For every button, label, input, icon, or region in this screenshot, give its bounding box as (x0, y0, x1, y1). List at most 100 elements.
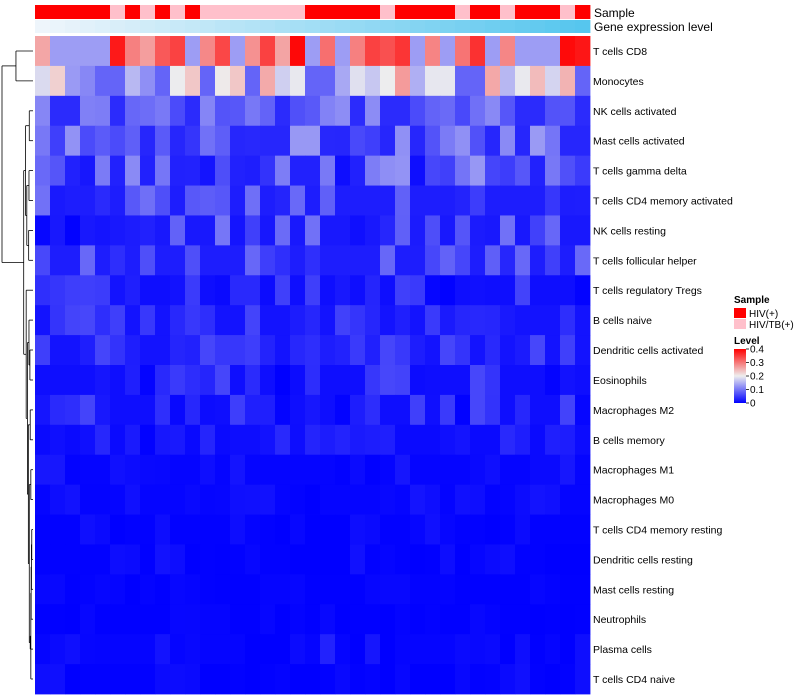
heatmap-cell (50, 365, 66, 396)
heatmap-cell (95, 155, 111, 186)
heatmap-cell (215, 36, 231, 67)
gene-expression-annotation-cell (470, 20, 486, 33)
heatmap-cell (380, 305, 396, 336)
heatmap-cell (305, 424, 321, 456)
heatmap-cell (140, 125, 156, 157)
heatmap-cell (200, 454, 216, 486)
heatmap-cell (365, 365, 381, 396)
heatmap-cell (275, 305, 291, 336)
heatmap-cell (395, 394, 411, 426)
heatmap-cell (425, 514, 441, 545)
heatmap-cell (95, 365, 111, 396)
sample-annotation-cell (365, 5, 381, 19)
heatmap-cell (275, 424, 291, 456)
heatmap-cell (95, 335, 111, 366)
heatmap-cell (50, 95, 66, 127)
heatmap-cell (260, 305, 276, 336)
heatmap-cell (260, 36, 276, 67)
heatmap-cell (575, 424, 591, 456)
heatmap-cell (50, 454, 66, 486)
heatmap-cell (80, 65, 96, 97)
heatmap-cell (500, 664, 516, 695)
heatmap-cell (530, 664, 546, 695)
sample-annotation-cell (500, 5, 516, 19)
heatmap-cell (515, 185, 531, 216)
heatmap-cell (365, 275, 381, 306)
heatmap-cell (365, 484, 381, 515)
heatmap-cell (545, 394, 561, 426)
heatmap-cell (155, 634, 171, 665)
heatmap-cell (365, 574, 381, 605)
heatmap-cell (110, 36, 126, 67)
gene-expression-annotation-cell (275, 20, 291, 33)
heatmap-cell (35, 604, 51, 635)
heatmap-cell (485, 394, 501, 426)
heatmap-cell (65, 215, 81, 246)
heatmap-cell (380, 365, 396, 396)
heatmap-cell (200, 544, 216, 575)
heatmap-cell (560, 604, 576, 635)
heatmap-cell (125, 514, 141, 545)
heatmap-cell (80, 424, 96, 456)
gene-expression-annotation-cell (245, 20, 261, 33)
heatmap-cell (365, 155, 381, 186)
heatmap-cell (575, 634, 591, 665)
heatmap-cell (140, 484, 156, 515)
heatmap-cell (335, 95, 351, 127)
sample-annotation-cell (305, 5, 321, 19)
heatmap-cell (500, 185, 516, 216)
heatmap-cell (50, 215, 66, 246)
heatmap-cell (80, 185, 96, 216)
heatmap-cell (80, 514, 96, 545)
heatmap-cell (110, 454, 126, 486)
heatmap-cell (350, 664, 366, 695)
heatmap-cell (290, 634, 306, 665)
heatmap-cell (530, 574, 546, 605)
heatmap-cell (380, 245, 396, 276)
heatmap-cell (140, 365, 156, 396)
heatmap-cell (560, 125, 576, 157)
heatmap-cell (515, 335, 531, 366)
heatmap-cell (200, 484, 216, 515)
heatmap-cell (470, 275, 486, 306)
heatmap-cell (365, 394, 381, 426)
heatmap-cell (305, 36, 321, 67)
heatmap-cell (110, 185, 126, 216)
heatmap-cell (110, 125, 126, 157)
heatmap-cell (110, 215, 126, 246)
sample-annotation-cell (575, 5, 591, 19)
heatmap-cell (485, 544, 501, 575)
heatmap-cell (110, 305, 126, 336)
heatmap-cell (65, 634, 81, 665)
heatmap-cell (425, 394, 441, 426)
heatmap-cell (500, 155, 516, 186)
heatmap-cell (335, 544, 351, 575)
heatmap-cell (365, 215, 381, 246)
heatmap-cell (365, 454, 381, 486)
heatmap-cell (515, 454, 531, 486)
gene-expression-annotation-cell (185, 20, 201, 33)
heatmap-cell (380, 514, 396, 545)
heatmap-cell (440, 155, 456, 186)
heatmap-cell (95, 544, 111, 575)
heatmap-cell (575, 185, 591, 216)
sample-annotation-cell (125, 5, 141, 19)
heatmap-cell (335, 514, 351, 545)
heatmap-cell (440, 275, 456, 306)
heatmap-cell (155, 394, 171, 426)
heatmap-cell (395, 215, 411, 246)
heatmap-cell (545, 335, 561, 366)
heatmap-cell (530, 36, 546, 67)
heatmap-cell (155, 335, 171, 366)
heatmap-cell (95, 65, 111, 97)
heatmap-cell (575, 544, 591, 575)
heatmap-cell (320, 514, 336, 545)
heatmap-cell (545, 185, 561, 216)
heatmap-cell (215, 65, 231, 97)
heatmap-cell (215, 215, 231, 246)
heatmap-cell (305, 604, 321, 635)
sample-annotation-cell (95, 5, 111, 19)
gene-expression-annotation-cell (305, 20, 321, 33)
heatmap-cell (185, 185, 201, 216)
heatmap-cell (275, 604, 291, 635)
